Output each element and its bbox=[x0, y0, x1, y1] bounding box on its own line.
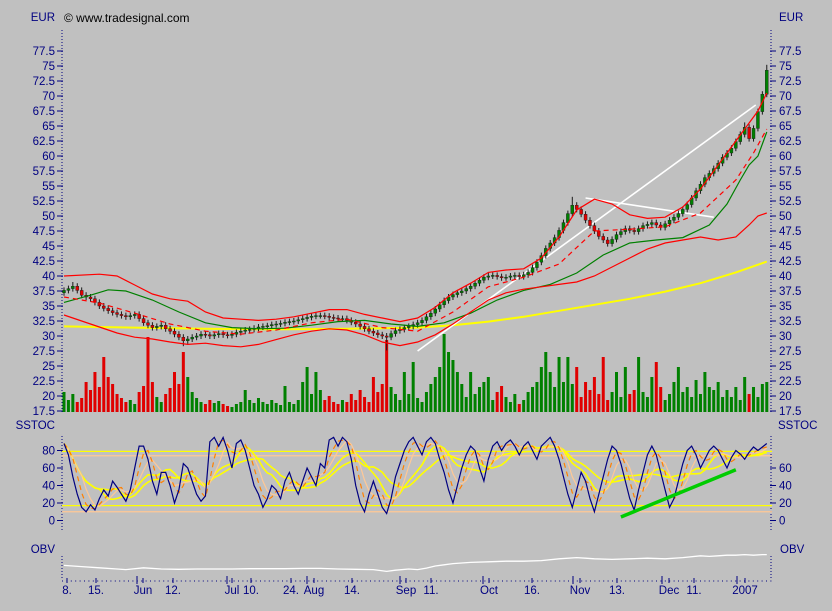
svg-text:30: 30 bbox=[779, 331, 792, 343]
svg-text:67.5: 67.5 bbox=[33, 106, 55, 118]
price-axis-right: 77.5 75 72.5 70 67.5 65 62.5 60 57.5 55 52.5 50 47.5… bbox=[770, 30, 801, 418]
svg-text:24.: 24. bbox=[283, 585, 299, 597]
svg-text:67.5: 67.5 bbox=[779, 106, 801, 118]
svg-text:62.5: 62.5 bbox=[779, 136, 801, 148]
svg-text:72.5: 72.5 bbox=[779, 76, 801, 88]
svg-text:25: 25 bbox=[42, 361, 55, 373]
obv-panel bbox=[63, 553, 767, 573]
svg-text:17.5: 17.5 bbox=[33, 406, 55, 418]
svg-text:35: 35 bbox=[779, 301, 792, 313]
price-axis-left: 77.5 75 72.5 70 67.5 65 62.5 60 57.5 55 52.5 50 47.5… bbox=[33, 30, 63, 418]
svg-text:42.5: 42.5 bbox=[33, 256, 55, 268]
svg-text:20: 20 bbox=[42, 498, 55, 510]
svg-text:60: 60 bbox=[779, 151, 792, 163]
svg-text:65: 65 bbox=[779, 121, 792, 133]
svg-text:52.5: 52.5 bbox=[33, 196, 55, 208]
svg-text:27.5: 27.5 bbox=[779, 346, 801, 358]
svg-text:37.5: 37.5 bbox=[779, 286, 801, 298]
svg-text:30: 30 bbox=[42, 331, 55, 343]
svg-text:15.: 15. bbox=[88, 585, 104, 597]
sstoc-title-left: SSTOC bbox=[16, 420, 55, 432]
svg-text:Oct: Oct bbox=[480, 585, 499, 597]
svg-text:Aug: Aug bbox=[304, 585, 324, 597]
svg-text:32.5: 32.5 bbox=[33, 316, 55, 328]
svg-text:Jul: Jul bbox=[225, 585, 240, 597]
x-axis: 8. 15. Jun 12. Jul 10. 24. Aug 14. Sep 11. Oct 16. No… bbox=[62, 576, 772, 597]
svg-text:32.5: 32.5 bbox=[779, 316, 801, 328]
svg-text:37.5: 37.5 bbox=[33, 286, 55, 298]
svg-text:77.5: 77.5 bbox=[33, 46, 55, 58]
svg-text:0: 0 bbox=[49, 516, 55, 528]
svg-text:25: 25 bbox=[779, 361, 792, 373]
volume-bars bbox=[62, 334, 769, 412]
svg-text:40: 40 bbox=[42, 271, 55, 283]
sstoc-panel bbox=[62, 435, 772, 519]
svg-text:11.: 11. bbox=[423, 585, 438, 597]
svg-text:14.: 14. bbox=[344, 585, 360, 597]
svg-text:27.5: 27.5 bbox=[33, 346, 55, 358]
svg-text:57.5: 57.5 bbox=[33, 166, 55, 178]
svg-text:22.5: 22.5 bbox=[779, 376, 801, 388]
svg-text:45: 45 bbox=[42, 241, 55, 253]
svg-text:75: 75 bbox=[779, 61, 792, 73]
svg-text:55: 55 bbox=[779, 181, 792, 193]
svg-text:52.5: 52.5 bbox=[779, 196, 801, 208]
svg-text:20: 20 bbox=[42, 391, 55, 403]
copyright-label: © www.tradesignal.com bbox=[64, 11, 190, 25]
svg-text:60: 60 bbox=[42, 151, 55, 163]
svg-text:0: 0 bbox=[779, 516, 785, 528]
svg-text:Sep: Sep bbox=[396, 585, 416, 597]
svg-text:8.: 8. bbox=[62, 585, 72, 597]
svg-text:12.: 12. bbox=[165, 585, 181, 597]
svg-text:62.5: 62.5 bbox=[33, 136, 55, 148]
svg-text:40: 40 bbox=[779, 481, 792, 493]
obv-title-right: OBV bbox=[780, 544, 805, 556]
sstoc-title-right: SSTOC bbox=[778, 420, 817, 432]
svg-text:77.5: 77.5 bbox=[779, 46, 801, 58]
svg-text:Nov: Nov bbox=[570, 585, 591, 597]
svg-text:47.5: 47.5 bbox=[779, 226, 801, 238]
svg-text:17.5: 17.5 bbox=[779, 406, 801, 418]
svg-text:65: 65 bbox=[42, 121, 55, 133]
price-panel bbox=[62, 64, 769, 352]
svg-text:70: 70 bbox=[779, 91, 792, 103]
price-axis-title-left: EUR bbox=[31, 12, 55, 24]
svg-text:16.: 16. bbox=[524, 585, 540, 597]
svg-text:Dec: Dec bbox=[659, 585, 680, 597]
svg-text:60: 60 bbox=[42, 463, 55, 475]
svg-text:57.5: 57.5 bbox=[779, 166, 801, 178]
sstoc-axis-left: 80 60 40 20 0 bbox=[42, 436, 63, 531]
svg-text:20: 20 bbox=[779, 498, 792, 510]
svg-text:Jun: Jun bbox=[134, 585, 153, 597]
svg-text:50: 50 bbox=[42, 211, 55, 223]
svg-text:80: 80 bbox=[42, 446, 55, 458]
svg-text:10.: 10. bbox=[243, 585, 259, 597]
svg-text:40: 40 bbox=[779, 271, 792, 283]
svg-text:47.5: 47.5 bbox=[33, 226, 55, 238]
svg-text:45: 45 bbox=[779, 241, 792, 253]
price-axis-title-right: EUR bbox=[779, 12, 803, 24]
svg-text:72.5: 72.5 bbox=[33, 76, 55, 88]
svg-text:40: 40 bbox=[42, 481, 55, 493]
svg-text:55: 55 bbox=[42, 181, 55, 193]
svg-text:70: 70 bbox=[42, 91, 55, 103]
svg-text:75: 75 bbox=[42, 61, 55, 73]
svg-text:60: 60 bbox=[779, 463, 792, 475]
svg-text:2007: 2007 bbox=[732, 585, 758, 597]
svg-text:35: 35 bbox=[42, 301, 55, 313]
obv-title-left: OBV bbox=[31, 544, 56, 556]
svg-text:13.: 13. bbox=[609, 585, 625, 597]
svg-text:50: 50 bbox=[779, 211, 792, 223]
sstoc-axis-right: 60 40 20 0 bbox=[770, 436, 792, 531]
svg-text:20: 20 bbox=[779, 391, 792, 403]
svg-text:22.5: 22.5 bbox=[33, 376, 55, 388]
svg-text:11.: 11. bbox=[686, 585, 701, 597]
svg-text:42.5: 42.5 bbox=[779, 256, 801, 268]
